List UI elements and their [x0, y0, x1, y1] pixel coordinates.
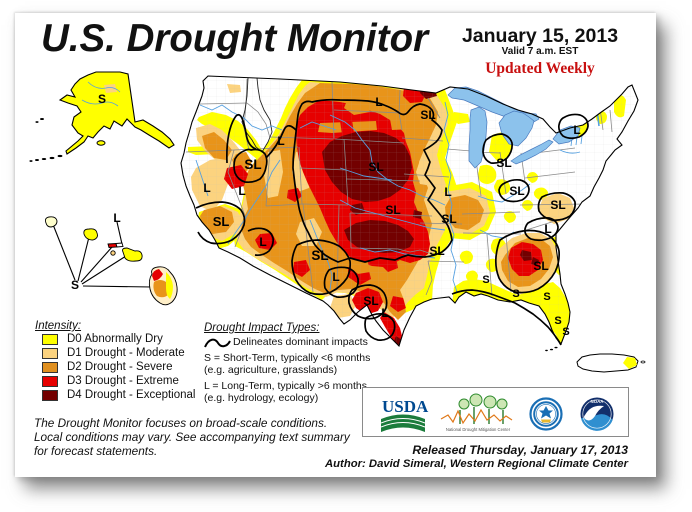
svg-text:L: L	[544, 222, 551, 236]
svg-text:SL: SL	[533, 259, 548, 273]
svg-text:SL: SL	[429, 244, 444, 258]
svg-text:SL: SL	[244, 157, 261, 172]
svg-text:L: L	[375, 95, 382, 109]
svg-text:SL: SL	[363, 294, 378, 308]
svg-text:L: L	[113, 211, 120, 225]
svg-text:SL: SL	[550, 198, 565, 212]
svg-text:SL: SL	[213, 214, 230, 229]
svg-text:SL: SL	[368, 160, 383, 174]
svg-text:S: S	[554, 315, 561, 327]
svg-text:SL: SL	[420, 108, 435, 122]
svg-text:L: L	[332, 270, 339, 284]
svg-text:SL: SL	[441, 212, 456, 226]
svg-text:SL: SL	[311, 248, 328, 263]
svg-text:S: S	[562, 326, 569, 338]
svg-text:SL: SL	[509, 184, 524, 198]
svg-text:L: L	[259, 235, 266, 249]
svg-text:S: S	[543, 291, 550, 303]
svg-text:L: L	[573, 123, 580, 137]
svg-text:S: S	[71, 278, 79, 292]
svg-text:L: L	[444, 185, 451, 199]
svg-text:SL: SL	[385, 203, 400, 217]
svg-text:S: S	[482, 274, 489, 286]
svg-text:L: L	[238, 184, 245, 198]
svg-text:S: S	[98, 92, 106, 106]
svg-text:L: L	[381, 306, 388, 320]
svg-text:SL: SL	[496, 156, 511, 170]
svg-text:L: L	[277, 134, 284, 148]
svg-text:L: L	[203, 181, 210, 195]
svg-text:S: S	[512, 288, 519, 300]
